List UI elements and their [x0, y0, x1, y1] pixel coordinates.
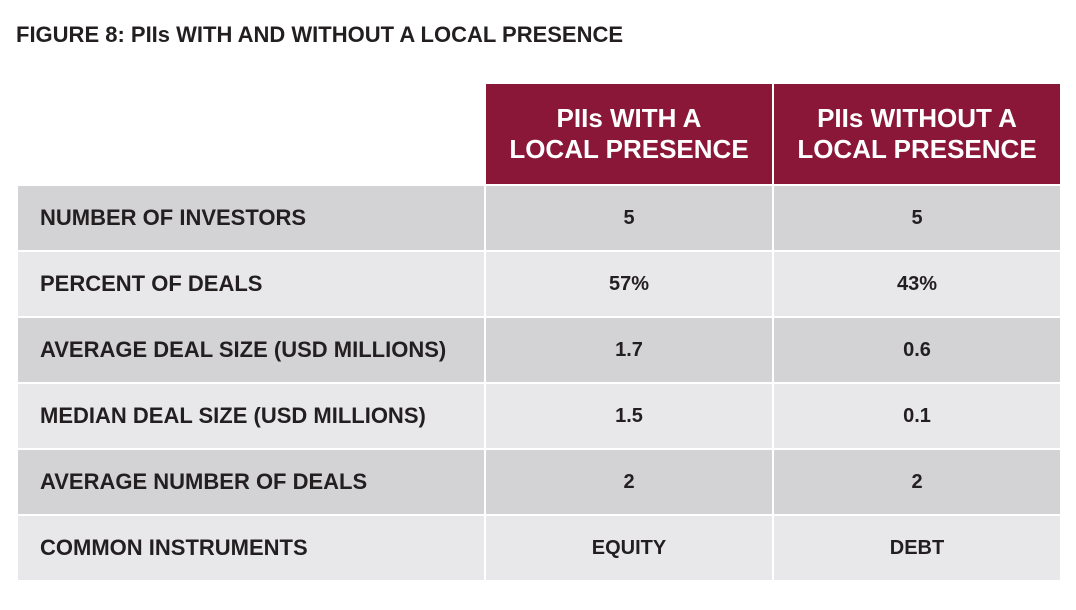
cell-without-local-presence: 2: [772, 448, 1062, 516]
cell-with-local-presence: 1.5: [484, 382, 774, 450]
cell-with-local-presence: 57%: [484, 250, 774, 318]
table-body: NUMBER OF INVESTORS 5 5 PERCENT OF DEALS…: [16, 184, 1062, 582]
row-label: PERCENT OF DEALS: [16, 250, 486, 318]
cell-with-local-presence: EQUITY: [484, 514, 774, 582]
cell-with-local-presence: 1.7: [484, 316, 774, 384]
cell-without-local-presence: 5: [772, 184, 1062, 252]
cell-with-local-presence: 2: [484, 448, 774, 516]
row-label: MEDIAN DEAL SIZE (USD MILLIONS): [16, 382, 486, 450]
row-label: AVERAGE DEAL SIZE (USD MILLIONS): [16, 316, 486, 384]
cell-without-local-presence: 43%: [772, 250, 1062, 318]
table-row: PERCENT OF DEALS 57% 43%: [16, 250, 1062, 318]
comparison-table: PIIs WITH A LOCAL PRESENCE PIIs WITHOUT …: [16, 82, 1062, 582]
table-row: MEDIAN DEAL SIZE (USD MILLIONS) 1.5 0.1: [16, 382, 1062, 450]
table-row: AVERAGE DEAL SIZE (USD MILLIONS) 1.7 0.6: [16, 316, 1062, 384]
figure-title: FIGURE 8: PIIs WITH AND WITHOUT A LOCAL …: [16, 22, 624, 47]
row-label: COMMON INSTRUMENTS: [16, 514, 486, 582]
table-row: AVERAGE NUMBER OF DEALS 2 2: [16, 448, 1062, 516]
cell-without-local-presence: DEBT: [772, 514, 1062, 582]
column-header-label: PIIs WITH A LOCAL PRESENCE: [509, 103, 749, 164]
row-label: AVERAGE NUMBER OF DEALS: [16, 448, 486, 516]
cell-without-local-presence: 0.6: [772, 316, 1062, 384]
row-label: NUMBER OF INVESTORS: [16, 184, 486, 252]
comparison-table-container: PIIs WITH A LOCAL PRESENCE PIIs WITHOUT …: [16, 82, 1062, 582]
table-header: PIIs WITH A LOCAL PRESENCE PIIs WITHOUT …: [16, 82, 1062, 186]
column-header-without-local-presence: PIIs WITHOUT A LOCAL PRESENCE: [772, 82, 1062, 186]
table-row: NUMBER OF INVESTORS 5 5: [16, 184, 1062, 252]
table-row: COMMON INSTRUMENTS EQUITY DEBT: [16, 514, 1062, 582]
column-header-with-local-presence: PIIs WITH A LOCAL PRESENCE: [484, 82, 774, 186]
header-row: PIIs WITH A LOCAL PRESENCE PIIs WITHOUT …: [16, 82, 1062, 186]
column-header-label: PIIs WITHOUT A LOCAL PRESENCE: [797, 103, 1037, 164]
cell-with-local-presence: 5: [484, 184, 774, 252]
cell-without-local-presence: 0.1: [772, 382, 1062, 450]
header-blank-cell: [16, 82, 486, 186]
